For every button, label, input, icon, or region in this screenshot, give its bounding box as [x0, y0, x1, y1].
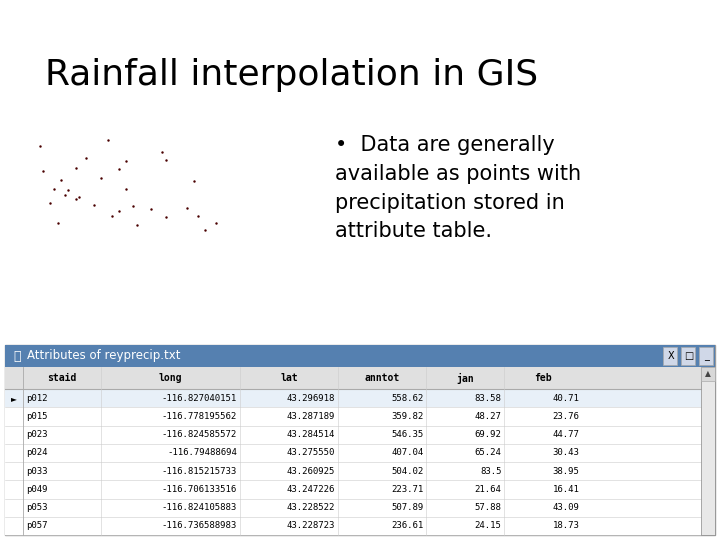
Bar: [5, 444, 701, 462]
Text: 21.64: 21.64: [474, 485, 501, 494]
Text: ►: ►: [11, 394, 17, 403]
Text: p023: p023: [26, 430, 48, 439]
Text: 18.73: 18.73: [552, 522, 580, 530]
Text: 83.58: 83.58: [474, 394, 501, 403]
Text: anntot: anntot: [365, 373, 400, 383]
Text: •  Data are generally
available as points with
precipitation stored in
attribute: • Data are generally available as points…: [335, 135, 581, 241]
Text: □: □: [685, 351, 693, 361]
Text: 24.15: 24.15: [474, 522, 501, 530]
Text: jan: jan: [456, 373, 474, 383]
Text: 43.228522: 43.228522: [287, 503, 336, 512]
Text: 43.284514: 43.284514: [287, 430, 336, 439]
Text: p057: p057: [26, 522, 48, 530]
Text: p024: p024: [26, 448, 48, 457]
Text: 43.09: 43.09: [552, 503, 580, 512]
Text: 43.260925: 43.260925: [287, 467, 336, 476]
Text: 236.61: 236.61: [391, 522, 423, 530]
Text: 558.62: 558.62: [391, 394, 423, 403]
Text: lat: lat: [280, 373, 298, 383]
Text: -116.706133516: -116.706133516: [162, 485, 237, 494]
Bar: [5, 407, 701, 426]
Text: p033: p033: [26, 467, 48, 476]
Text: Rainfall interpolation in GIS: Rainfall interpolation in GIS: [45, 58, 538, 92]
Bar: [5, 480, 701, 498]
Text: -116.827040151: -116.827040151: [162, 394, 237, 403]
Text: 43.275550: 43.275550: [287, 448, 336, 457]
Text: Attributes of reyprecip.txt: Attributes of reyprecip.txt: [27, 349, 181, 362]
Text: -116.736588983: -116.736588983: [162, 522, 237, 530]
Text: -116.778195562: -116.778195562: [162, 412, 237, 421]
Text: 57.88: 57.88: [474, 503, 501, 512]
Text: -116.79488694: -116.79488694: [167, 448, 237, 457]
Bar: [681, 347, 695, 365]
Text: ⌸: ⌸: [13, 349, 20, 362]
Text: 30.43: 30.43: [552, 448, 580, 457]
Bar: [701, 367, 715, 535]
Text: p049: p049: [26, 485, 48, 494]
Text: 43.287189: 43.287189: [287, 412, 336, 421]
Text: 223.71: 223.71: [391, 485, 423, 494]
Text: 507.89: 507.89: [391, 503, 423, 512]
Bar: [5, 426, 701, 444]
Text: 43.247226: 43.247226: [287, 485, 336, 494]
Text: 407.04: 407.04: [391, 448, 423, 457]
Text: 504.02: 504.02: [391, 467, 423, 476]
Bar: [5, 462, 701, 480]
Bar: [5, 367, 715, 389]
Text: ▲: ▲: [705, 369, 711, 379]
Text: _: _: [705, 351, 709, 361]
Text: feb: feb: [534, 373, 552, 383]
Text: 546.35: 546.35: [391, 430, 423, 439]
Bar: [5, 345, 715, 367]
Bar: [5, 517, 701, 535]
Text: long: long: [158, 373, 182, 383]
Text: 43.296918: 43.296918: [287, 394, 336, 403]
Text: 44.77: 44.77: [552, 430, 580, 439]
Text: 65.24: 65.24: [474, 448, 501, 457]
Text: p053: p053: [26, 503, 48, 512]
Text: 83.5: 83.5: [480, 467, 501, 476]
Text: p012: p012: [26, 394, 48, 403]
Text: 16.41: 16.41: [552, 485, 580, 494]
Text: -116.815215733: -116.815215733: [162, 467, 237, 476]
Text: 359.82: 359.82: [391, 412, 423, 421]
Text: 48.27: 48.27: [474, 412, 501, 421]
Text: staid: staid: [48, 373, 76, 383]
Text: X: X: [667, 351, 675, 361]
Bar: [699, 347, 713, 365]
Text: 43.228723: 43.228723: [287, 522, 336, 530]
Bar: [5, 498, 701, 517]
Text: p015: p015: [26, 412, 48, 421]
Bar: [701, 367, 715, 381]
Text: 69.92: 69.92: [474, 430, 501, 439]
Bar: [5, 389, 701, 407]
Text: 40.71: 40.71: [552, 394, 580, 403]
Text: -116.824585572: -116.824585572: [162, 430, 237, 439]
Bar: [5, 345, 715, 535]
Bar: [663, 347, 677, 365]
Text: 38.95: 38.95: [552, 467, 580, 476]
Text: -116.824105883: -116.824105883: [162, 503, 237, 512]
Text: 23.76: 23.76: [552, 412, 580, 421]
